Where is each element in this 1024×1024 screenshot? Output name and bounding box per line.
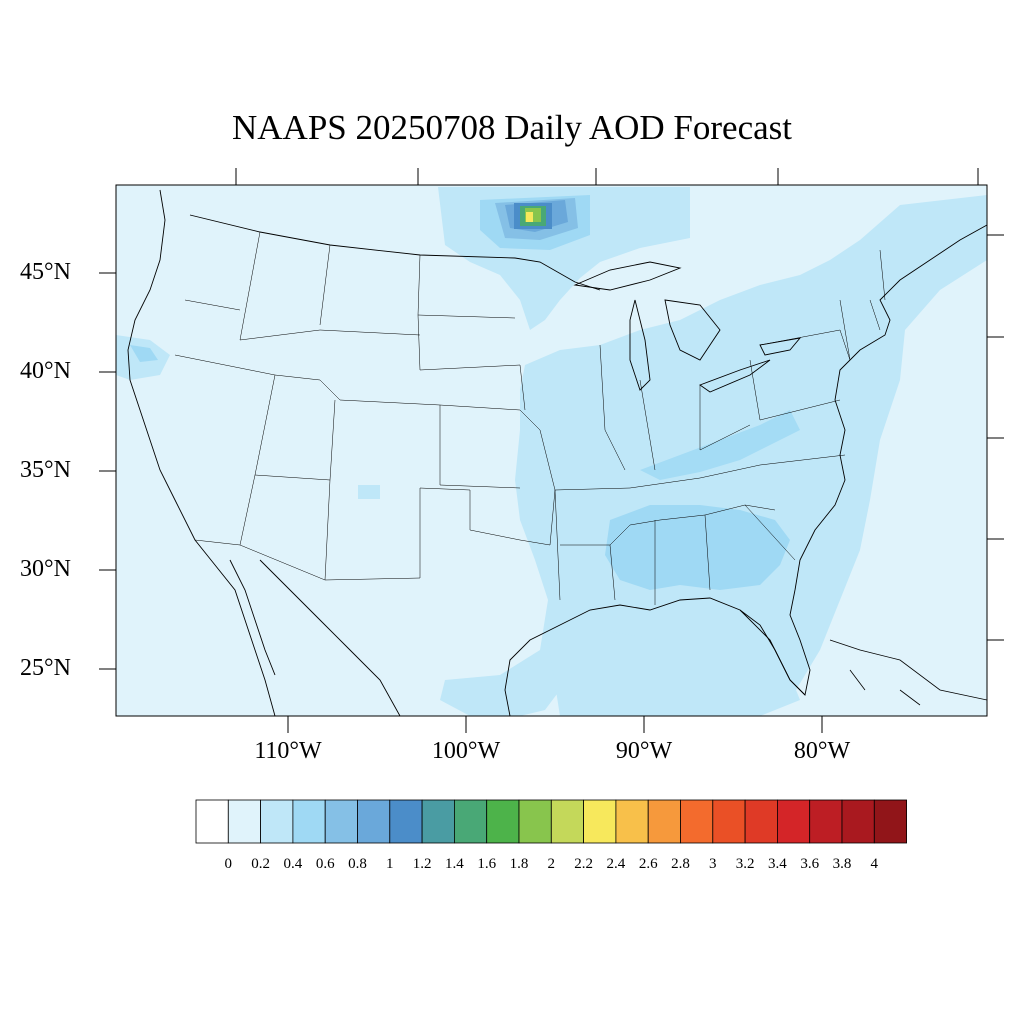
colorbar-swatch [389,799,423,844]
left-ticks [99,272,116,670]
atlantic-coastline [794,224,987,591]
colorbar-tick-label: 2.4 [606,856,626,872]
colorbar-tick-label: 2.2 [574,856,593,872]
colorbar-tick-label: 2.8 [671,856,690,872]
colorbar-tick-label: 1.6 [477,856,497,872]
colorbar-swatch [292,799,326,844]
colorbar-swatch [550,799,584,844]
us-canada-border [189,214,601,291]
lon-label-80w: 80°W [793,738,851,764]
colorbar-swatch [260,799,294,844]
colorbar [195,799,907,844]
colorbar-swatch [712,799,746,844]
colorbar-swatch [744,799,778,844]
colorbar-swatch [324,799,358,844]
lat-label-35: 35°N [20,457,71,483]
colorbar-swatch [809,799,843,844]
lake-huron [664,299,721,361]
colorbar-swatch [453,799,488,844]
lake-erie [699,359,771,393]
colorbar-tick-label: 1.2 [412,856,432,872]
colorbar-tick-label: 4 [870,856,879,872]
colorbar-tick-label: 3.2 [735,856,755,872]
aod-plume-core [526,212,533,222]
colorbar-tick-label: 0.6 [315,856,335,872]
colorbar-tick-label: 0.2 [251,856,270,872]
aod-region-california-core [130,345,158,362]
state-lines [174,231,886,605]
colorbar-swatch [615,799,649,844]
colorbar-tick-label: 1.8 [509,856,529,872]
lat-label-45: 45°N [20,259,71,285]
colorbar-tick-label: 3.6 [800,856,820,872]
colorbar-tick-label: 0.8 [348,856,367,872]
aod-region-southeast [605,505,790,590]
aod-region-newmexico [358,485,380,499]
colorbar-swatch [680,799,714,844]
aod-field [116,187,987,716]
colorbar-swatch [873,799,907,844]
colorbar-swatch [421,799,455,844]
mexico-pacific-coast [259,559,401,716]
colorbar-tick-label: 3.4 [768,856,787,872]
colorbar-tick-label: 1 [386,856,394,872]
map-title: NAAPS 20250708 Daily AOD Forecast [232,108,792,147]
colorbar-tick-label: 2 [547,856,556,872]
colorbar-tick-label: 1.4 [445,856,464,872]
right-ticks [987,234,1004,641]
lat-label-40: 40°N [20,358,71,384]
colorbar-swatch [195,799,229,844]
lon-label-90w: 90°W [615,738,673,764]
colorbar-swatch [841,799,875,844]
caribbean-islands [829,639,987,706]
lake-michigan [629,299,651,391]
bottom-ticks [287,716,823,733]
west-coastline [127,189,276,716]
lat-label-30: 30°N [20,556,71,582]
aod-region-ohio-valley [640,410,800,480]
colorbar-swatch [583,799,617,844]
coastlines-and-borders [127,189,987,716]
colorbar-swatch [357,799,391,844]
lon-label-100w: 100°W [431,738,501,764]
lake-superior [573,261,682,291]
colorbar-swatch [647,799,681,844]
baja-gulf-coast [229,559,276,676]
lat-label-25: 25°N [20,655,71,681]
gulf-coastline [504,589,811,716]
colorbar-tick-label: 3.8 [832,856,852,872]
lake-ontario [759,337,802,356]
colorbar-swatch [486,799,520,844]
colorbar-tick-label: 2.6 [638,856,658,872]
colorbar-tick-label: 0 [224,856,233,872]
top-ticks [235,168,979,185]
colorbar-swatch [518,799,552,844]
map-frame [115,184,988,717]
colorbar-tick-label: 0.4 [283,856,303,872]
lon-label-110w: 110°W [254,738,322,764]
colorbar-swatch [227,799,262,844]
aod-region-gulf [548,630,800,716]
florida-coast [739,609,806,696]
colorbar-swatch [777,799,811,844]
colorbar-tick-label: 3 [709,856,717,872]
